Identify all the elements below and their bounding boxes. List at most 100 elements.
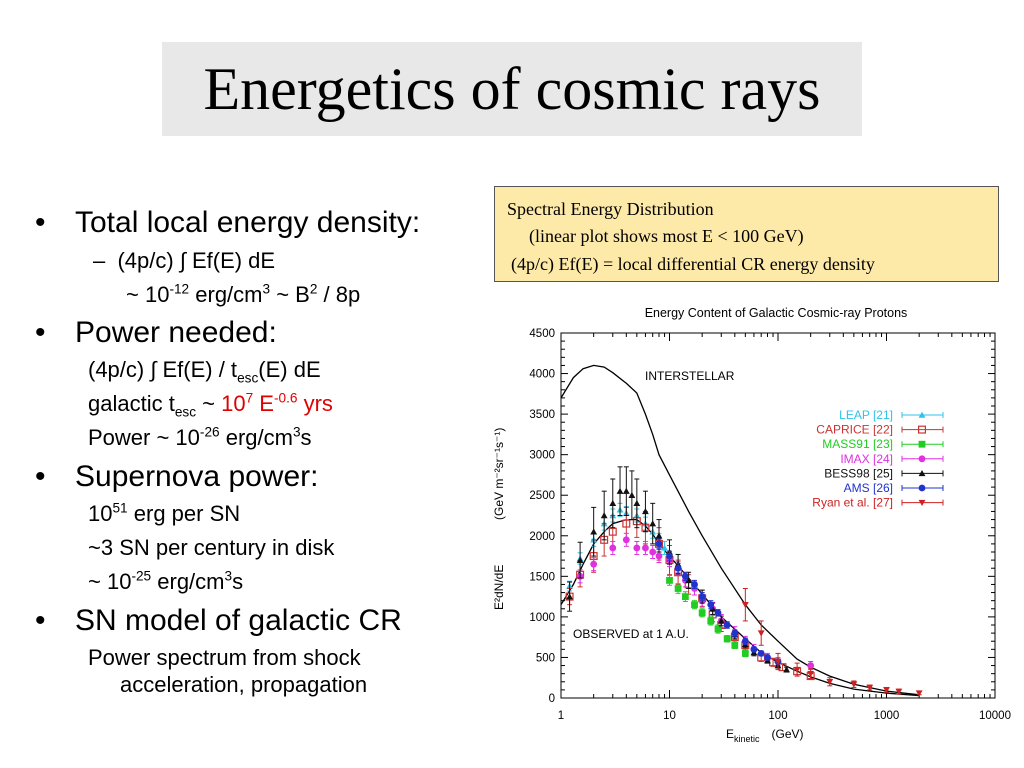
legend-marker-caprice-22 (917, 425, 926, 434)
ryan-et-al-27-point (850, 681, 858, 688)
mass91-23-point (674, 585, 682, 592)
legend-label-ryan-et-al-27: Ryan et al. [27] (812, 496, 893, 510)
text: ~ (196, 391, 222, 416)
bullet-dot: • (35, 460, 46, 493)
mass91-23-point (691, 601, 698, 609)
sub-sn-power-value: ~ 10-25 erg/cm3s (88, 568, 243, 594)
legend-label-mass91-23: MASS91 [23] (822, 437, 893, 451)
text: s (300, 425, 312, 450)
text: erg per SN (127, 501, 241, 526)
subscript: esc (174, 404, 197, 420)
exponent: 3 (292, 424, 301, 440)
y-tick-label: 3500 (529, 409, 555, 421)
ams-26-point (698, 593, 706, 601)
ryan-et-al-27-point (741, 602, 749, 609)
y-axis-label: E²dN/dE (GeV m⁻²sr⁻¹s⁻¹) (492, 428, 506, 610)
highlight-escape-time: 107 E-0.6 yrs (221, 391, 333, 416)
bess98-25-point (633, 499, 641, 507)
text: ~3 SN per century in disk (88, 535, 335, 560)
x-tick-label: 10 (663, 710, 676, 722)
ryan-et-al-27-point (793, 666, 801, 674)
text: acceleration, propagation (120, 672, 368, 697)
bess98-25-point (783, 666, 790, 673)
exponent: 3 (262, 281, 271, 297)
chart-legend: LEAP [21]CAPRICE [22]MASS91 [23]IMAX [24… (812, 408, 944, 510)
bess98-25-point (649, 520, 657, 527)
sub-shock-line2: acceleration, propagation (120, 674, 367, 696)
text: E (253, 391, 274, 416)
interstellar-curve (560, 364, 920, 696)
note-line-2: (linear plot shows most E < 100 GeV) (529, 226, 804, 246)
bullet-energy-density: • Total local energy density: (35, 208, 420, 238)
text: ~ 10 (88, 569, 132, 594)
text: (E) dE (258, 357, 321, 382)
exponent: 2 (309, 281, 318, 297)
bess98-25-point (616, 487, 624, 494)
text: ~ 10 (126, 282, 170, 307)
exponent: 51 (112, 500, 128, 516)
axis-ticks: 0 500 1000 1500 2000 2500 3000 3500 4000 4500 1 10 1… (529, 328, 1011, 722)
ryan-et-al-27-point (826, 679, 834, 686)
caprice-22-point (608, 527, 617, 536)
ryan-et-al-27-point (883, 687, 890, 694)
imax-24-point (655, 552, 663, 560)
subscript: esc (237, 370, 259, 386)
text: yrs (297, 391, 333, 416)
exponent: -0.6 (273, 390, 298, 406)
legend-marker-imax-24 (918, 455, 926, 463)
bess98-25-point (655, 532, 663, 539)
chart-title: Energy Content of Galactic Cosmic-ray Pr… (645, 306, 908, 320)
exponent: -12 (169, 281, 190, 297)
plot-frame (560, 332, 996, 699)
ams-26-point (655, 540, 663, 548)
sub-bullet-integral: – (4p/c) ∫ Ef(E) dE (93, 250, 275, 272)
legend-marker-ams-26 (918, 484, 926, 492)
y-tick-label: 1500 (529, 571, 555, 583)
text: erg/cm (219, 425, 293, 450)
y-axis-label-unit: (GeV m⁻²sr⁻¹s⁻¹) (492, 428, 506, 520)
data-points (565, 466, 923, 697)
sub-bullet-density-value: ~ 10-12 erg/cm3 ~ B2 / 8p (126, 281, 360, 307)
y-tick-label: 2500 (529, 490, 555, 502)
exponent: 3 (224, 568, 233, 584)
dash-glyph: – (93, 248, 118, 273)
mass91-23-point (741, 649, 749, 657)
ams-26-point (666, 552, 673, 560)
ryan-et-al-27-point (866, 684, 874, 691)
bullet-text: Power needed: (75, 316, 277, 349)
ams-26-point (757, 649, 765, 657)
text: 10 (221, 391, 246, 416)
bess98-25-point (628, 491, 636, 498)
sub-shock-line1: Power spectrum from shock (88, 647, 361, 669)
ams-26-point (723, 621, 731, 629)
text: Power spectrum from shock (88, 645, 361, 670)
text: Power ~ 10 (88, 425, 200, 450)
y-tick-label: 2000 (529, 531, 555, 543)
ams-26-point (691, 581, 698, 588)
legend-marker-mass91-23 (918, 440, 926, 448)
ryan-et-al-27-point (757, 630, 765, 637)
ams-26-point (750, 645, 758, 653)
imax-24-point (590, 560, 598, 568)
mass91-23-point (714, 625, 722, 633)
y-tick-label: 0 (549, 693, 555, 705)
mass91-23-point (681, 593, 689, 601)
ams-26-point (707, 601, 715, 609)
legend-marker-bess98-25 (918, 470, 926, 477)
ryan-et-al-27-point (807, 670, 815, 678)
text: erg/cm (151, 569, 225, 594)
exponent: 7 (245, 390, 254, 406)
bullet-text: Supernova power: (75, 460, 319, 493)
sub-power-integral: (4p/c) ∫ Ef(E) / tesc(E) dE (88, 357, 321, 385)
ryan-et-al-27-point (915, 690, 923, 697)
annotation-observed: OBSERVED at 1 A.U. (573, 627, 689, 641)
x-tick-label: 100 (768, 710, 787, 722)
bess98-25-point (590, 528, 598, 535)
sub-sn-energy: 1051 erg per SN (88, 500, 241, 526)
integral-text: (4p/c) ∫ Ef(E) dE (117, 248, 276, 273)
mass91-23-point (698, 609, 706, 617)
bullet-sn-model: • SN model of galactic CR (35, 604, 402, 637)
bess98-25-point (717, 617, 725, 624)
bullet-text: SN model of galactic CR (75, 604, 402, 637)
legend-label-leap-21: LEAP [21] (839, 408, 893, 422)
